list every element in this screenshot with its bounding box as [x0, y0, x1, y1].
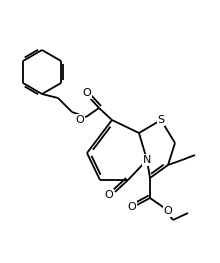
Text: O: O [164, 206, 172, 216]
Text: N: N [143, 155, 151, 165]
Text: O: O [128, 202, 136, 212]
Text: O: O [83, 88, 91, 98]
Text: O: O [105, 190, 113, 200]
Text: O: O [76, 115, 84, 125]
Text: S: S [158, 115, 165, 125]
